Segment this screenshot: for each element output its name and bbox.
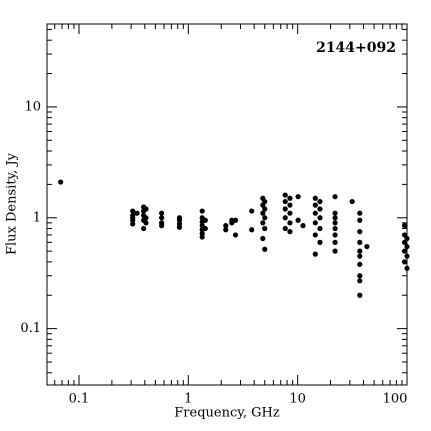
- data-point: [287, 229, 293, 235]
- data-point: [332, 210, 338, 216]
- data-point: [332, 248, 338, 254]
- data-point: [401, 248, 408, 254]
- data-point: [295, 194, 301, 200]
- y-axis-label: Flux Density, Jy: [5, 152, 20, 255]
- data-point: [357, 253, 363, 259]
- data-point: [159, 215, 165, 221]
- data-point: [332, 194, 338, 200]
- data-point: [295, 217, 301, 223]
- data-point: [58, 179, 64, 185]
- data-point: [223, 222, 229, 229]
- data-point: [312, 251, 318, 257]
- data-point: [332, 239, 338, 245]
- data-point: [176, 217, 183, 223]
- y-tick-label: 0.1: [20, 321, 41, 336]
- data-point: [232, 217, 239, 223]
- data-point: [202, 225, 208, 232]
- data-point: [357, 239, 363, 245]
- data-point: [401, 239, 408, 245]
- plot-frame: [46, 23, 408, 386]
- data-point: [317, 239, 323, 245]
- data-point: [357, 210, 363, 216]
- data-point: [229, 220, 235, 226]
- data-point: [262, 206, 268, 212]
- data-point: [199, 234, 205, 240]
- y-tick-label: 1: [33, 210, 41, 225]
- data-point: [317, 206, 323, 212]
- x-tick-label: 1: [184, 392, 192, 407]
- data-point: [404, 235, 410, 242]
- data-point: [357, 229, 363, 235]
- data-point: [176, 224, 183, 230]
- data-point: [332, 215, 338, 221]
- data-point: [357, 292, 363, 298]
- data-point: [332, 220, 338, 226]
- data-point: [287, 220, 293, 226]
- data-point: [357, 217, 363, 223]
- data-point: [357, 261, 363, 267]
- data-point: [404, 265, 410, 271]
- data-point: [401, 222, 408, 229]
- data-point: [300, 222, 306, 229]
- data-point: [312, 195, 318, 201]
- data-point: [130, 221, 136, 227]
- data-point: [143, 206, 149, 212]
- data-point: [262, 198, 268, 205]
- data-point: [357, 248, 363, 254]
- data-point: [317, 198, 323, 205]
- data-point: [364, 243, 370, 250]
- data-point: [262, 225, 268, 232]
- data-point: [159, 210, 165, 216]
- data-point: [159, 222, 165, 229]
- data-point: [249, 208, 255, 214]
- y-tick-label: 10: [24, 99, 41, 114]
- chart-title: 2144+092: [316, 40, 396, 56]
- data-point: [404, 253, 410, 259]
- data-point: [143, 215, 149, 221]
- data-point: [287, 210, 293, 216]
- data-point: [282, 206, 288, 212]
- data-point: [332, 232, 338, 238]
- data-point: [260, 220, 266, 226]
- data-point: [404, 243, 410, 250]
- data-point: [357, 278, 363, 284]
- data-point: [282, 225, 288, 232]
- data-point: [223, 227, 229, 233]
- data-point: [287, 195, 293, 201]
- data-point: [141, 225, 147, 232]
- data-point: [232, 232, 239, 238]
- data-point: [130, 215, 136, 221]
- data-point: [260, 235, 266, 242]
- data-point: [282, 215, 288, 221]
- data-point: [143, 220, 149, 226]
- x-tick-label: 10: [289, 392, 306, 407]
- data-point: [317, 215, 323, 221]
- data-point: [130, 208, 136, 214]
- data-point: [287, 202, 293, 208]
- x-tick-label: 100: [383, 392, 408, 407]
- data-point: [260, 210, 266, 216]
- data-point: [282, 192, 288, 198]
- x-axis-label: Frequency, GHz: [174, 406, 280, 421]
- data-point: [312, 202, 318, 208]
- data-point: [312, 210, 318, 216]
- data-point: [262, 246, 268, 252]
- data-point: [262, 215, 268, 221]
- data-point: [312, 220, 318, 226]
- data-point: [202, 217, 208, 223]
- data-point: [357, 273, 363, 279]
- data-point: [199, 208, 205, 214]
- data-point: [317, 225, 323, 232]
- data-point: [249, 227, 255, 233]
- data-point: [332, 225, 338, 232]
- data-point: [401, 259, 408, 265]
- data-point: [282, 198, 288, 205]
- data-point: [134, 210, 140, 216]
- data-point: [349, 198, 355, 205]
- data-point: [312, 232, 318, 238]
- x-tick-label: 0.1: [69, 392, 90, 407]
